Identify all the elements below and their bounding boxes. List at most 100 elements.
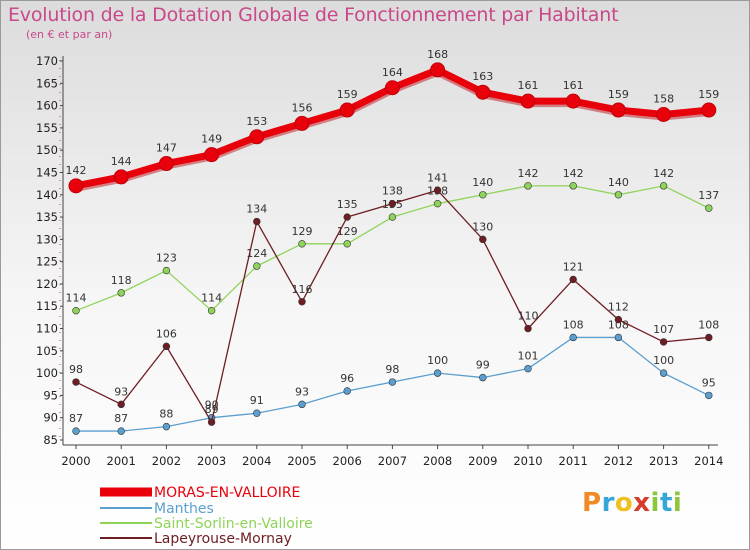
y-tick-label: 85 xyxy=(43,433,58,447)
data-point xyxy=(339,102,355,118)
data-point xyxy=(72,306,80,315)
data-label: 140 xyxy=(472,176,493,189)
data-label: 87 xyxy=(114,412,128,425)
y-tick-label: 145 xyxy=(36,165,58,179)
data-label: 91 xyxy=(250,394,264,407)
y-tick-label: 120 xyxy=(36,277,58,291)
data-point xyxy=(343,213,351,221)
data-label: 93 xyxy=(114,385,128,398)
data-label: 142 xyxy=(563,167,584,180)
data-label: 141 xyxy=(427,171,448,184)
data-point xyxy=(433,199,442,208)
data-label: 88 xyxy=(159,408,173,421)
data-point xyxy=(117,289,125,297)
data-point xyxy=(659,338,668,346)
data-label: 101 xyxy=(518,350,539,363)
data-point xyxy=(117,427,125,435)
data-label: 147 xyxy=(156,142,177,155)
data-label: 142 xyxy=(66,164,87,177)
y-tick-label: 155 xyxy=(36,121,58,135)
data-point xyxy=(479,373,487,382)
x-tick-label: 2006 xyxy=(333,454,362,468)
data-label: 118 xyxy=(111,274,132,287)
data-point xyxy=(249,129,265,145)
data-point xyxy=(388,199,397,208)
data-label: 159 xyxy=(337,88,358,101)
y-tick-label: 160 xyxy=(36,99,58,113)
data-label: 99 xyxy=(476,359,490,372)
data-point xyxy=(569,333,577,342)
chart-subtitle: (en € et par an) xyxy=(26,28,113,41)
y-tick-label: 115 xyxy=(36,299,58,313)
data-point xyxy=(524,324,532,333)
data-point xyxy=(614,191,623,199)
data-point xyxy=(207,306,216,315)
data-label: 161 xyxy=(518,79,539,92)
x-tick-label: 2010 xyxy=(513,454,542,468)
x-tick-label: 2002 xyxy=(152,454,181,468)
data-label: 149 xyxy=(201,133,222,146)
data-point xyxy=(433,369,442,377)
data-label: 164 xyxy=(382,66,403,79)
y-tick-label: 125 xyxy=(36,255,58,269)
x-tick-label: 2004 xyxy=(242,454,271,468)
legend-label: MORAS-EN-VALLOIRE xyxy=(154,485,300,501)
data-label: 87 xyxy=(69,412,83,425)
data-point xyxy=(68,178,84,194)
x-tick-label: 2012 xyxy=(604,454,633,468)
x-tick-label: 2009 xyxy=(468,454,497,468)
data-label: 159 xyxy=(608,88,629,101)
data-point xyxy=(659,369,668,377)
data-point xyxy=(253,217,261,226)
data-label: 96 xyxy=(340,372,354,385)
data-point xyxy=(162,266,171,275)
data-label: 114 xyxy=(201,292,222,305)
data-label: 106 xyxy=(156,327,177,340)
data-point xyxy=(384,80,400,96)
logo-letter: i xyxy=(672,488,683,518)
x-tick-label: 2000 xyxy=(61,454,90,468)
proxiti-logo: Proxiti xyxy=(582,488,682,518)
data-label: 142 xyxy=(518,167,539,180)
data-point xyxy=(705,333,713,342)
data-point xyxy=(569,275,577,284)
legend-label: Manthes xyxy=(154,501,214,517)
data-label: 108 xyxy=(698,318,719,331)
logo-letter: o xyxy=(614,488,634,518)
series-moras-en-valloire: 142 144 147 149 153 156 159 164 168 163 161 161 159 1… xyxy=(66,48,719,194)
data-label: 116 xyxy=(292,283,313,296)
data-label: 158 xyxy=(653,93,674,106)
series-lapeyrouse-mornay: 98 93 106 89 134 116 135 138 141 130 110 121 112 107 1… xyxy=(69,171,719,426)
x-tick-label: 2008 xyxy=(423,454,452,468)
y-tick-label: 135 xyxy=(36,210,58,224)
logo-letter: t xyxy=(659,488,673,518)
data-point xyxy=(162,342,171,351)
data-point xyxy=(569,182,577,190)
data-point xyxy=(430,62,446,78)
data-label: 93 xyxy=(295,385,309,398)
data-point xyxy=(162,422,171,431)
data-point xyxy=(479,191,487,199)
data-point xyxy=(298,240,306,248)
data-label: 112 xyxy=(608,301,629,314)
data-label: 163 xyxy=(472,70,493,83)
data-point xyxy=(388,378,397,386)
data-label: 138 xyxy=(382,185,403,198)
legend-label: Saint-Sorlin-en-Valloire xyxy=(154,516,313,532)
data-point xyxy=(343,240,351,248)
data-label: 100 xyxy=(653,354,674,367)
data-point xyxy=(524,364,532,373)
data-label: 142 xyxy=(653,167,674,180)
y-tick-label: 150 xyxy=(36,143,58,157)
data-point xyxy=(701,102,717,118)
data-point xyxy=(72,378,80,386)
data-label: 156 xyxy=(292,101,313,114)
data-label: 137 xyxy=(698,189,719,202)
data-point xyxy=(479,235,487,244)
logo-letter: x xyxy=(633,488,651,518)
legend-item: MORAS-EN-VALLOIRE xyxy=(100,485,300,501)
x-tick-label: 2005 xyxy=(287,454,316,468)
